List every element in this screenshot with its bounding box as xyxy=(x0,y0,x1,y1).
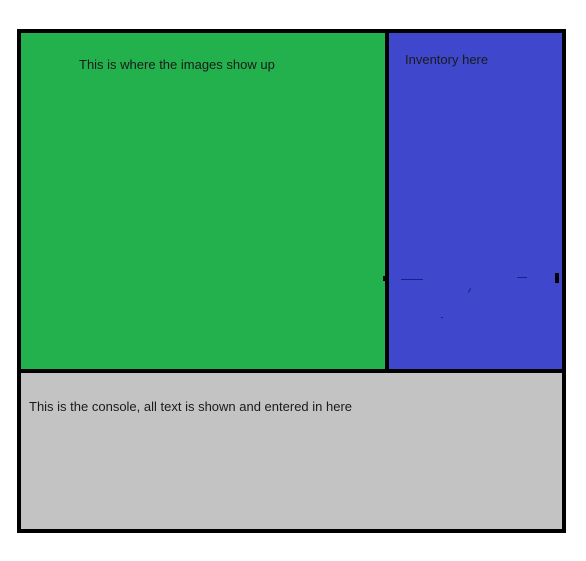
console-label: This is the console, all text is shown a… xyxy=(29,399,353,414)
divider-stub-left xyxy=(383,276,389,281)
scribble-mark xyxy=(517,277,527,278)
scribble-mark xyxy=(401,279,423,280)
inventory-label: Inventory here xyxy=(405,52,489,67)
inventory-panel[interactable]: Inventory here xyxy=(383,33,562,369)
scribble-mark xyxy=(467,288,472,293)
console-panel[interactable]: This is the console, all text is shown a… xyxy=(21,369,562,529)
image-display-area: This is where the images show up xyxy=(21,33,389,369)
divider-stub-right xyxy=(555,273,559,283)
game-window-frame: This is where the images show up Invento… xyxy=(17,29,566,533)
scribble-mark xyxy=(441,317,443,318)
image-area-label: This is where the images show up xyxy=(79,57,275,72)
